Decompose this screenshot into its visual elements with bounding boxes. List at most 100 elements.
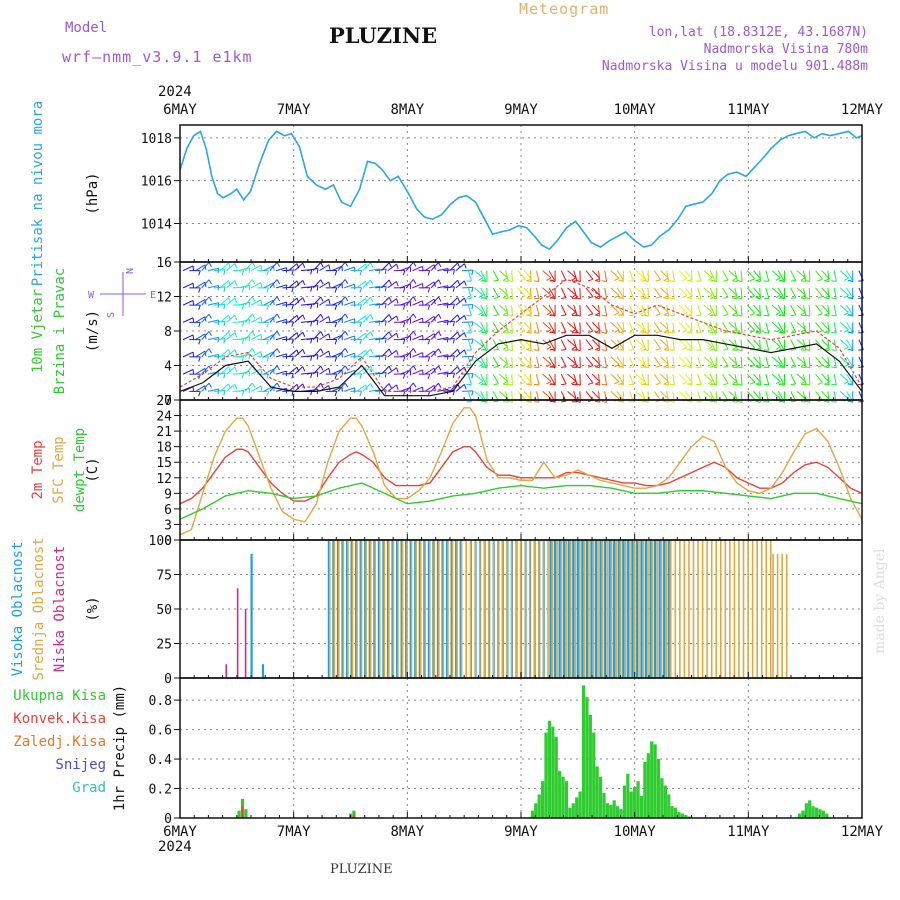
wind-barb	[567, 287, 577, 296]
wind-barb	[455, 332, 465, 341]
wind-barb-feather	[817, 313, 823, 316]
wind-barb	[660, 373, 669, 383]
wind-barb-feather	[594, 280, 600, 283]
wind-barb-feather	[478, 311, 484, 316]
precip-bar	[821, 810, 825, 818]
wind-barb-feather	[669, 400, 675, 403]
wind-barb-feather	[234, 315, 238, 321]
wind-barb	[226, 280, 236, 289]
cloud-bar	[701, 540, 704, 678]
precip-bar	[588, 714, 592, 818]
wind-barb	[790, 356, 797, 367]
wind-barb	[777, 304, 785, 315]
wind-barb	[585, 270, 594, 280]
cloud-bar	[553, 540, 557, 678]
wind-barb	[201, 365, 210, 375]
wind-barb	[666, 356, 670, 368]
wind-barb-feather	[561, 366, 567, 368]
wind-barb-feather	[507, 383, 513, 386]
wind-barb	[598, 287, 601, 299]
cloud-bar	[327, 540, 330, 678]
wind-barb	[306, 319, 318, 323]
wind-barb-feather	[526, 400, 532, 403]
wind-barb	[337, 330, 346, 340]
cloud-bar	[364, 540, 367, 678]
wind-barb-feather	[614, 294, 620, 299]
wind-barb-feather	[208, 348, 212, 354]
wind-barb	[288, 314, 298, 323]
wind-barb	[802, 270, 807, 282]
compass-south: S	[106, 312, 117, 318]
wind-barb-feather	[291, 304, 294, 310]
wind-barb-feather	[471, 321, 474, 327]
wind-barb	[517, 339, 526, 349]
wind-barb-feather	[711, 331, 717, 334]
wind-barb-feather	[334, 270, 338, 276]
wind-barb	[585, 304, 594, 315]
cloud-bar	[377, 540, 380, 678]
wind-barb	[771, 270, 781, 279]
wind-barb-feather	[800, 346, 806, 350]
wind-barb	[759, 374, 761, 386]
wind-barb-feather	[824, 297, 830, 300]
wind-barb-feather	[707, 346, 713, 350]
wind-barb-feather	[571, 363, 577, 367]
wind-barb-feather	[723, 314, 729, 317]
wind-barb	[548, 304, 555, 315]
y-tick-label: 0	[164, 672, 172, 687]
wind-barb-feather	[446, 320, 449, 326]
wind-barb-feather	[614, 346, 620, 350]
wind-barb-feather	[204, 316, 207, 322]
compass-east: E	[150, 290, 156, 301]
wind-barb	[746, 270, 756, 280]
wind-barb	[369, 285, 381, 289]
day-label-top: 12MAY	[841, 102, 884, 118]
wind-barb	[616, 391, 624, 401]
precip-bar	[602, 792, 606, 818]
wind-barb-feather	[234, 366, 238, 372]
cloud-bar	[658, 540, 661, 678]
wind-barb	[839, 322, 849, 331]
wind-barb	[759, 270, 761, 282]
wind-barb-feather	[276, 365, 281, 371]
wind-barb	[734, 322, 738, 334]
cloud-bar	[781, 553, 783, 678]
cloud-bar	[742, 540, 745, 678]
wind-barb-feather	[800, 311, 806, 316]
wind-barb	[827, 356, 830, 368]
wind-barb-feather	[571, 294, 577, 298]
cloud-bar	[374, 540, 377, 678]
wind-barb	[312, 296, 322, 306]
wind-barb-feather	[587, 347, 594, 351]
wind-barb-feather	[618, 365, 624, 369]
wind-barb-feather	[482, 279, 488, 283]
wind-barb-feather	[452, 372, 455, 378]
wind-barb	[734, 305, 738, 316]
wind-barb-feather	[302, 280, 306, 286]
wind-barb	[833, 356, 837, 368]
wind-barb-feather	[601, 331, 607, 334]
wind-barb	[498, 390, 508, 399]
wind-barb	[560, 339, 567, 350]
wind-barb	[703, 373, 713, 382]
wind-barb-feather	[723, 400, 729, 403]
cloud-bar	[683, 540, 686, 678]
wind-barb-feather	[482, 348, 488, 352]
wind-barb-feather	[452, 390, 455, 396]
wind-barb	[734, 287, 738, 299]
wind-barb	[585, 339, 594, 349]
wind-barb	[641, 322, 647, 333]
wind-barb-feather	[251, 382, 256, 388]
cloud-bar	[447, 540, 449, 678]
wind-barb-feather	[384, 389, 387, 395]
year-label-bottom: 2024	[158, 839, 192, 855]
wind-barb	[598, 374, 601, 386]
wind-barb-feather	[817, 364, 823, 368]
wind-barb-feather	[737, 279, 743, 283]
wind-barb-feather	[328, 350, 331, 356]
wind-barb-feather	[614, 381, 620, 385]
wind-barb-feather	[749, 278, 755, 282]
y-tick-label: 24	[156, 410, 172, 425]
wind-barb-feather	[601, 366, 607, 369]
day-label-top: 11MAY	[727, 102, 770, 118]
